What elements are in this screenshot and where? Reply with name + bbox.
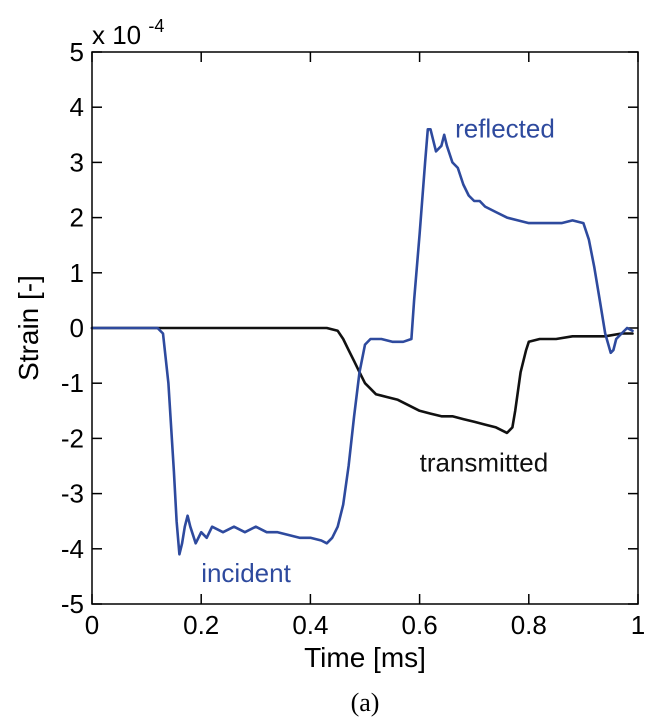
y-tick-label: 4 bbox=[70, 92, 84, 122]
x-axis-ticks: 0 0.2 0.4 0.6 0.8 1 bbox=[85, 52, 645, 640]
y-tick-label: 1 bbox=[70, 258, 84, 288]
series-label-transmitted: transmitted bbox=[420, 448, 549, 478]
y-tick-label: 5 bbox=[70, 37, 84, 67]
y-tick-label: -3 bbox=[61, 479, 84, 509]
series-label-reflected: reflected bbox=[455, 114, 555, 144]
x-tick-label: 0.6 bbox=[402, 610, 438, 640]
series-label-incident: incident bbox=[201, 558, 291, 588]
plot-lines bbox=[90, 128, 634, 556]
y-exponent-power: -4 bbox=[148, 16, 164, 36]
x-tick-label: 0.4 bbox=[292, 610, 328, 640]
y-tick-label: -2 bbox=[61, 423, 84, 453]
y-tick-label: -5 bbox=[61, 589, 84, 619]
y-tick-label: 3 bbox=[70, 147, 84, 177]
x-tick-label: 1 bbox=[631, 610, 645, 640]
series-line-incident bbox=[90, 128, 634, 556]
y-exponent-prefix: x 10 bbox=[92, 20, 141, 50]
y-tick-label: 2 bbox=[70, 203, 84, 233]
series-line-transmitted bbox=[90, 326, 634, 435]
y-axis-title: Strain [-] bbox=[13, 275, 44, 381]
y-tick-label: -1 bbox=[61, 368, 84, 398]
figure-caption: (a) bbox=[351, 688, 380, 717]
series-labels: reflected transmitted incident bbox=[201, 114, 555, 588]
x-tick-label: 0 bbox=[85, 610, 99, 640]
x-tick-label: 0.8 bbox=[511, 610, 547, 640]
y-tick-label: 0 bbox=[70, 313, 84, 343]
y-tick-label: -4 bbox=[61, 534, 84, 564]
y-exponent-label: x 10 -4 bbox=[92, 16, 164, 50]
x-tick-label: 0.2 bbox=[183, 610, 219, 640]
plot-frame bbox=[91, 51, 639, 605]
y-axis-ticks: -5 -4 -3 -2 -1 0 1 2 3 4 5 bbox=[61, 37, 638, 619]
x-axis-title: Time [ms] bbox=[304, 642, 426, 673]
